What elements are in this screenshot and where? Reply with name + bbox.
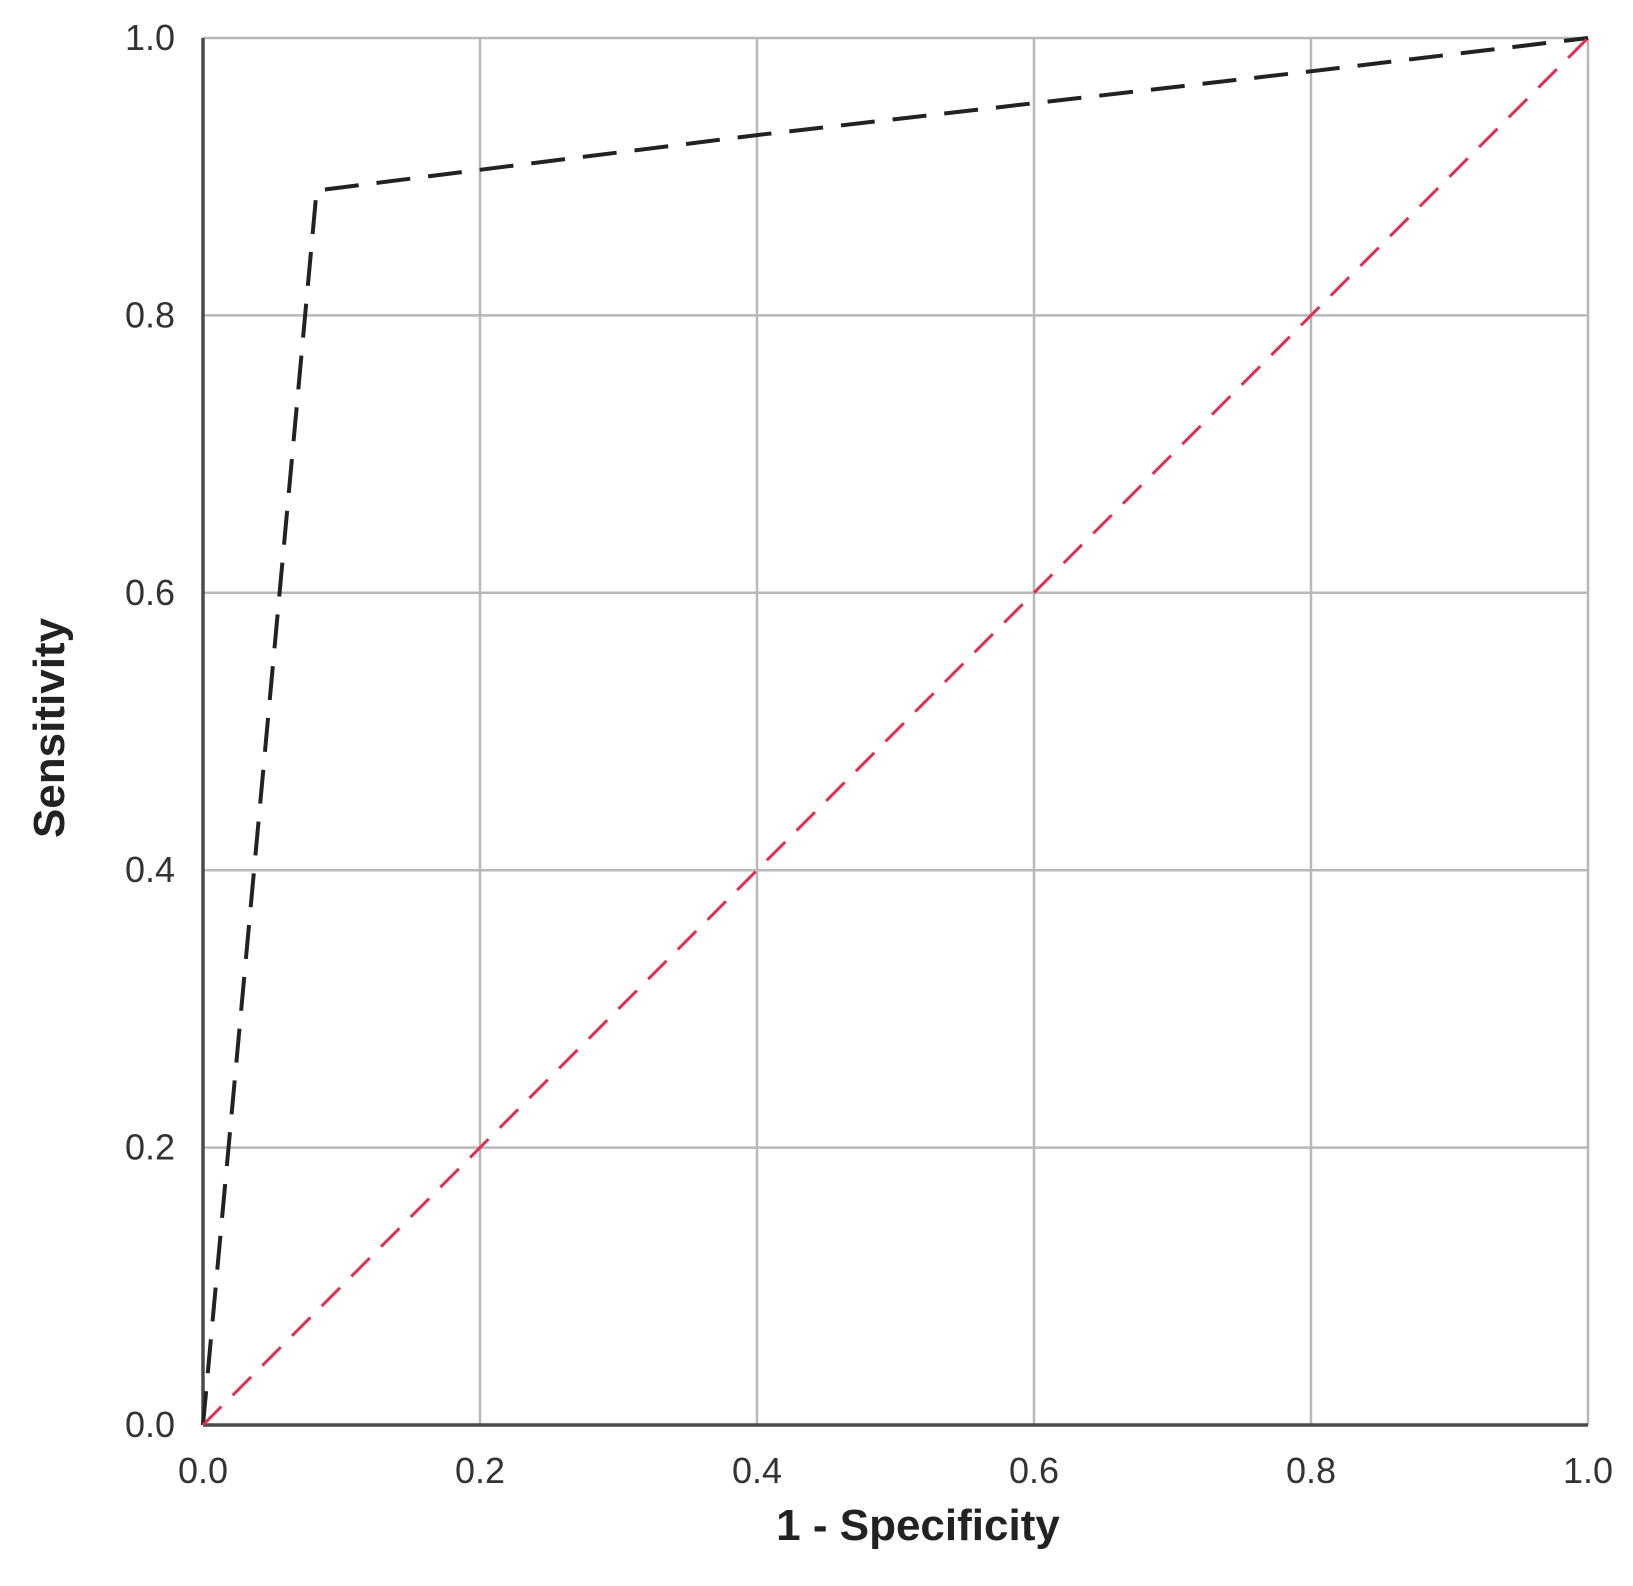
- axes: [201, 38, 1588, 1427]
- x-tick-label-4: 0.8: [1286, 1450, 1336, 1491]
- x-tick-label-3: 0.6: [1009, 1450, 1059, 1491]
- x-tick-label-0: 0.0: [178, 1450, 228, 1491]
- x-axis-title: 1 - Specificity: [776, 1501, 1060, 1550]
- grid: [203, 36, 1590, 1425]
- reference-diagonal-line: [201, 36, 1590, 1427]
- y-tick-label-1: 0.2: [125, 1127, 175, 1168]
- y-tick-label-3: 0.6: [125, 572, 175, 613]
- y-tick-label-2: 0.4: [125, 849, 175, 890]
- x-tick-label-2: 0.4: [732, 1450, 782, 1491]
- y-tick-labels: 0.0 0.2 0.4 0.6 0.8 1.0: [125, 17, 175, 1445]
- roc-curve-line: [201, 36, 1589, 1426]
- y-axis-title: Sensitivity: [25, 617, 74, 838]
- y-tick-label-5: 1.0: [125, 17, 175, 58]
- x-tick-label-5: 1.0: [1563, 1450, 1613, 1491]
- y-tick-label-4: 0.8: [125, 294, 175, 335]
- y-tick-label-0: 0.0: [125, 1404, 175, 1445]
- x-tick-label-1: 0.2: [455, 1450, 505, 1491]
- x-tick-labels: 0.0 0.2 0.4 0.6 0.8 1.0: [178, 1450, 1613, 1491]
- series-group: [201, 36, 1590, 1427]
